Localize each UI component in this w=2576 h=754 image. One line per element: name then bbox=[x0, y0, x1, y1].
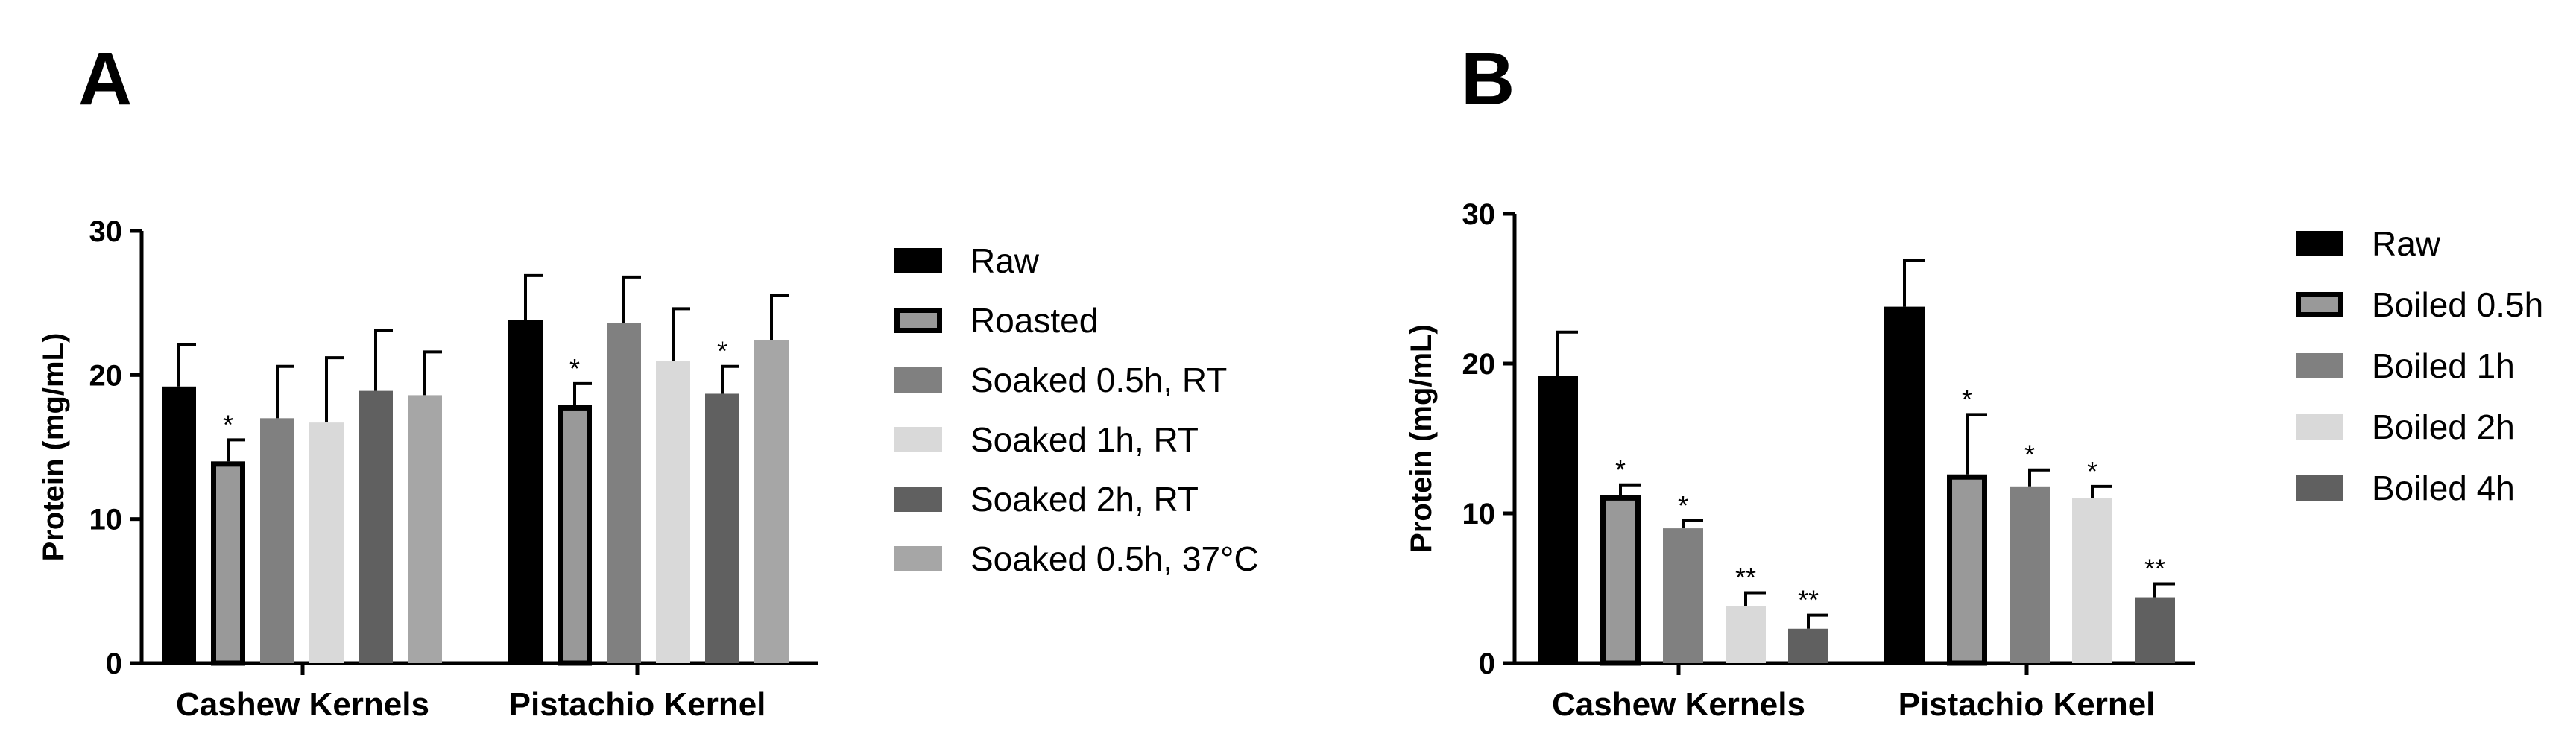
legend-label-boiled-1h: Boiled 1h bbox=[2372, 346, 2515, 385]
legend-swatch-boiled-4h bbox=[2296, 475, 2343, 501]
bar-raw-pistachio-kernel bbox=[508, 320, 543, 663]
significance-boiled-4h-pistachio-kernel: ** bbox=[2144, 553, 2165, 583]
bar-boiled-4h-pistachio-kernel bbox=[2135, 597, 2175, 663]
significance-boiled-2h-pistachio-kernel: * bbox=[2087, 456, 2097, 487]
x-tick-label-cashew-kernels: Cashew Kernels bbox=[176, 686, 429, 723]
legend-label-boiled-2h: Boiled 2h bbox=[2372, 408, 2515, 446]
significance-boiled-0-5h-cashew-kernels: * bbox=[1615, 454, 1626, 485]
plot-a: 0 10 20 30 Protein (mg/mL) Cashew Kernels Pist… bbox=[37, 215, 818, 723]
bar-soaked-2h-rt-cashew-kernels bbox=[359, 390, 393, 663]
x-tick-label-pistachio-kernel: Pistachio Kernel bbox=[1898, 686, 2156, 723]
legend-swatch-raw bbox=[2296, 231, 2343, 256]
legend-label-roasted: Roasted bbox=[970, 301, 1098, 340]
legend-label-boiled-0-5h: Boiled 0.5h bbox=[2372, 285, 2543, 324]
panel-a: A 0 10 20 30 Protein (mg/mL) Cashew Kernels Pi… bbox=[37, 37, 1259, 723]
y-tick-label-30: 30 bbox=[89, 215, 123, 248]
legend-swatch-boiled-0-5h bbox=[2296, 292, 2343, 317]
significance-boiled-4h-cashew-kernels: ** bbox=[1798, 585, 1819, 615]
legend-label-boiled-4h: Boiled 4h bbox=[2372, 469, 2515, 507]
y-tick-label-0: 0 bbox=[1479, 647, 1495, 680]
legend-label-raw: Raw bbox=[2372, 224, 2441, 263]
plot-b: 0 10 20 30 Protein (mg/mL) Cashew Kernels Pist… bbox=[1405, 198, 2195, 723]
bar-boiled-2h-cashew-kernels bbox=[1726, 606, 1766, 663]
panel-b: B 0 10 20 30 Protein (mg/mL) Cashew Kernels Pi… bbox=[1405, 37, 2543, 723]
bar-raw-cashew-kernels bbox=[162, 386, 196, 663]
legend-swatch-raw bbox=[894, 248, 942, 273]
bar-roasted-cashew-kernels bbox=[211, 461, 245, 666]
legend-swatch-soaked-2h-rt bbox=[894, 487, 942, 512]
bar-boiled-1h-cashew-kernels bbox=[1663, 528, 1703, 663]
legend-swatch-boiled-1h bbox=[2296, 353, 2343, 378]
legend-label-soaked-2h-rt: Soaked 2h, RT bbox=[970, 480, 1199, 519]
bar-boiled-0-5h-cashew-kernels bbox=[1600, 495, 1641, 666]
panel-letter-a: A bbox=[78, 37, 132, 121]
significance-roasted-pistachio-kernel: * bbox=[569, 353, 580, 384]
legend-label-soaked-0-5h-37-c: Soaked 0.5h, 37°C bbox=[970, 539, 1259, 578]
legend-swatch-roasted bbox=[894, 308, 942, 333]
bar-raw-pistachio-kernel bbox=[1884, 306, 1925, 663]
x-tick-label-pistachio-kernel: Pistachio Kernel bbox=[509, 686, 766, 723]
y-axis-title: Protein (mg/mL) bbox=[1405, 324, 1438, 553]
bar-soaked-0-5h-37-c-pistachio-kernel bbox=[754, 340, 789, 663]
bar-raw-cashew-kernels bbox=[1538, 376, 1578, 663]
significance-roasted-cashew-kernels: * bbox=[223, 409, 233, 440]
bar-soaked-1h-rt-cashew-kernels bbox=[309, 422, 344, 663]
legend-swatch-soaked-0-5h-rt bbox=[894, 367, 942, 393]
y-tick-label-10: 10 bbox=[1462, 498, 1496, 530]
y-tick-label-20: 20 bbox=[1462, 348, 1496, 381]
bar-roasted-pistachio-kernel bbox=[558, 405, 592, 666]
legend-a: Raw Roasted Soaked 0.5h, RT Soaked 1h, RT So… bbox=[894, 241, 1259, 578]
y-axis-title: Protein (mg/mL) bbox=[37, 333, 70, 562]
x-tick-label-cashew-kernels: Cashew Kernels bbox=[1552, 686, 1805, 723]
bar-boiled-4h-cashew-kernels bbox=[1788, 628, 1828, 663]
significance-boiled-1h-pistachio-kernel: * bbox=[2024, 440, 2035, 470]
y-tick-label-30: 30 bbox=[1462, 198, 1496, 231]
significance-soaked-2h-rt-pistachio-kernel: * bbox=[717, 336, 727, 367]
bar-soaked-2h-rt-pistachio-kernel bbox=[705, 393, 739, 663]
y-tick-label-0: 0 bbox=[106, 647, 122, 680]
y-tick-label-10: 10 bbox=[89, 504, 123, 536]
significance-boiled-0-5h-pistachio-kernel: * bbox=[1962, 384, 1972, 414]
significance-boiled-2h-cashew-kernels: ** bbox=[1735, 563, 1756, 593]
bar-boiled-2h-pistachio-kernel bbox=[2072, 498, 2112, 663]
legend-swatch-soaked-0-5h-37-c bbox=[894, 546, 942, 571]
legend-swatch-soaked-1h-rt bbox=[894, 427, 942, 452]
bar-boiled-1h-pistachio-kernel bbox=[2010, 486, 2050, 663]
panel-letter-b: B bbox=[1461, 37, 1515, 121]
legend-label-soaked-1h-rt: Soaked 1h, RT bbox=[970, 420, 1199, 459]
y-tick-label-20: 20 bbox=[89, 359, 123, 392]
bar-soaked-0-5h-rt-pistachio-kernel bbox=[607, 323, 641, 663]
bar-boiled-0-5h-pistachio-kernel bbox=[1947, 474, 1987, 666]
legend-swatch-boiled-2h bbox=[2296, 414, 2343, 440]
significance-boiled-1h-cashew-kernels: * bbox=[1678, 490, 1688, 521]
legend-label-soaked-0-5h-rt: Soaked 0.5h, RT bbox=[970, 361, 1227, 399]
legend-b: Raw Boiled 0.5h Boiled 1h Boiled 2h Boiled 4… bbox=[2296, 224, 2543, 507]
bar-soaked-1h-rt-pistachio-kernel bbox=[656, 361, 690, 663]
bar-soaked-0-5h-37-c-cashew-kernels bbox=[408, 395, 442, 663]
legend-label-raw: Raw bbox=[970, 241, 1040, 280]
bar-soaked-0-5h-rt-cashew-kernels bbox=[260, 418, 294, 663]
